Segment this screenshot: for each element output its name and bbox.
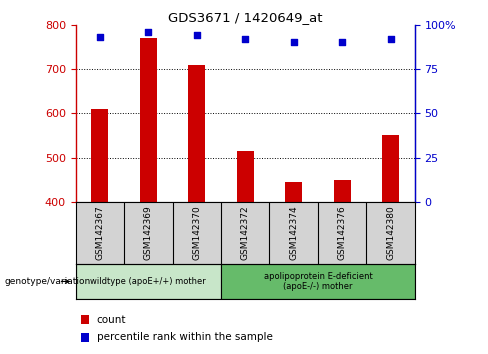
- Bar: [81, 333, 89, 342]
- Text: percentile rank within the sample: percentile rank within the sample: [97, 332, 272, 342]
- Bar: [76, 264, 221, 299]
- Title: GDS3671 / 1420649_at: GDS3671 / 1420649_at: [168, 11, 323, 24]
- Text: GSM142380: GSM142380: [386, 205, 395, 260]
- Point: [290, 40, 298, 45]
- Bar: [188, 65, 205, 202]
- Bar: [140, 38, 157, 202]
- Text: GSM142376: GSM142376: [338, 205, 346, 260]
- Text: apolipoprotein E-deficient
(apoE-/-) mother: apolipoprotein E-deficient (apoE-/-) mot…: [264, 272, 372, 291]
- Bar: [81, 315, 89, 324]
- Point: [386, 36, 394, 42]
- Bar: [285, 182, 302, 202]
- Text: GSM142367: GSM142367: [95, 205, 104, 260]
- Text: genotype/variation: genotype/variation: [5, 277, 91, 286]
- Bar: [334, 180, 350, 202]
- Text: GSM142369: GSM142369: [144, 205, 153, 260]
- FancyArrowPatch shape: [61, 280, 69, 283]
- Text: wildtype (apoE+/+) mother: wildtype (apoE+/+) mother: [90, 277, 206, 286]
- Point: [242, 36, 249, 42]
- Point: [144, 29, 152, 35]
- Bar: [382, 136, 399, 202]
- Text: GSM142372: GSM142372: [241, 205, 250, 260]
- Bar: [221, 264, 415, 299]
- Text: GSM142370: GSM142370: [192, 205, 201, 260]
- Point: [338, 40, 346, 45]
- Bar: [237, 151, 254, 202]
- Point: [193, 33, 201, 38]
- Text: GSM142374: GSM142374: [289, 205, 298, 260]
- Text: count: count: [97, 314, 126, 325]
- Point: [96, 34, 104, 40]
- Bar: [91, 109, 108, 202]
